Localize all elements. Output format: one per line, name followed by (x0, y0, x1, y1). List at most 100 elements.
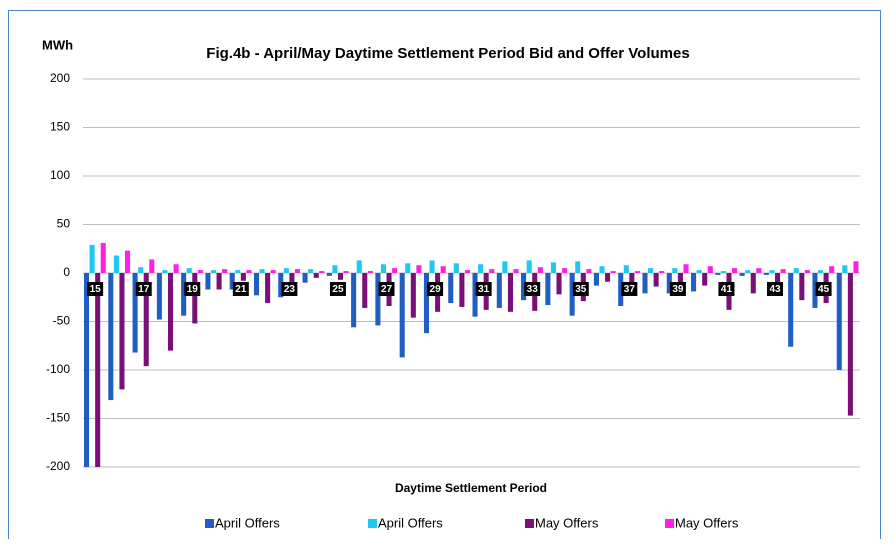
bar (95, 273, 101, 467)
bar (545, 273, 551, 306)
bar (132, 273, 138, 353)
bar (599, 266, 605, 273)
x-tick-label: 37 (624, 284, 636, 295)
bar (696, 270, 702, 273)
bar (375, 273, 381, 326)
bar (216, 273, 222, 290)
bar (793, 268, 799, 273)
bar (829, 266, 835, 273)
x-tick-box (475, 282, 492, 296)
bar (642, 273, 648, 294)
bar (265, 273, 271, 304)
bar (410, 273, 416, 318)
bar (526, 260, 532, 273)
bar (836, 273, 842, 370)
legend-label: April Offers (215, 515, 280, 530)
bar (562, 268, 568, 273)
bar (235, 270, 241, 273)
bar (423, 273, 430, 334)
x-tick-label: 31 (478, 284, 490, 295)
y-tick-label: -200 (46, 459, 70, 473)
bar (556, 273, 562, 295)
bar (362, 273, 368, 308)
x-tick-label: 41 (721, 284, 733, 295)
bar (853, 261, 859, 273)
legend-swatch (665, 519, 674, 528)
bar (715, 273, 721, 275)
bar (113, 255, 119, 273)
bar (173, 264, 179, 273)
x-tick-label: 27 (381, 284, 393, 295)
bar (788, 273, 794, 347)
bar (138, 267, 144, 273)
bar (84, 273, 90, 467)
bar (732, 268, 738, 273)
x-tick-box (135, 282, 152, 296)
bar (337, 273, 344, 280)
bar (259, 269, 265, 273)
legend-label: May Offers (675, 515, 739, 530)
bar (440, 266, 446, 273)
bar (162, 270, 168, 273)
bar (472, 273, 478, 317)
legend-label: May Offers (535, 515, 599, 530)
bar (756, 268, 762, 273)
bar (623, 265, 629, 273)
y-axis-title: MWh (42, 37, 73, 52)
bar (283, 268, 289, 273)
bar (550, 262, 556, 273)
y-tick-label: 0 (63, 265, 70, 279)
bar (812, 273, 818, 308)
bar (100, 242, 106, 273)
bar (847, 273, 853, 416)
bar (192, 273, 198, 324)
bar (842, 265, 848, 273)
chart-title: Fig.4b - April/May Daytime Settlement Pe… (206, 45, 689, 62)
bar (804, 270, 810, 273)
bar (143, 273, 149, 367)
y-tick-label: 100 (50, 168, 70, 182)
x-tick-label: 25 (332, 284, 344, 295)
bar (240, 273, 246, 281)
bar (278, 273, 284, 298)
legend-label: April Offers (378, 515, 443, 530)
bar (496, 273, 502, 308)
bar (634, 271, 640, 273)
x-tick-box (669, 282, 686, 296)
bar (586, 269, 592, 273)
bar (593, 273, 599, 286)
bar (464, 270, 470, 273)
bar (459, 273, 465, 307)
bar (124, 250, 131, 273)
x-tick-label: 29 (430, 284, 442, 295)
bar (448, 273, 454, 304)
bar (683, 264, 689, 273)
y-tick-label: 50 (57, 217, 71, 231)
y-tick-label: -150 (46, 411, 70, 425)
bar (416, 265, 422, 273)
x-tick-label: 19 (187, 284, 199, 295)
bar (507, 273, 513, 312)
bar (405, 263, 411, 273)
bar (653, 273, 659, 287)
y-tick-label: -100 (46, 362, 70, 376)
bar (326, 273, 332, 276)
bar (197, 270, 203, 273)
x-tick-label: 15 (90, 284, 102, 295)
x-tick-box (767, 282, 784, 296)
bar (302, 273, 308, 283)
x-tick-box (329, 282, 346, 296)
x-tick-box (232, 282, 249, 296)
bar (745, 270, 751, 273)
bar (610, 271, 616, 273)
bar (332, 265, 338, 273)
bar (253, 273, 260, 296)
bar (186, 268, 192, 273)
bar (478, 264, 484, 273)
bar (489, 269, 495, 273)
bar (246, 270, 252, 273)
bar (521, 273, 527, 301)
bar (429, 260, 435, 273)
bar (739, 273, 745, 276)
